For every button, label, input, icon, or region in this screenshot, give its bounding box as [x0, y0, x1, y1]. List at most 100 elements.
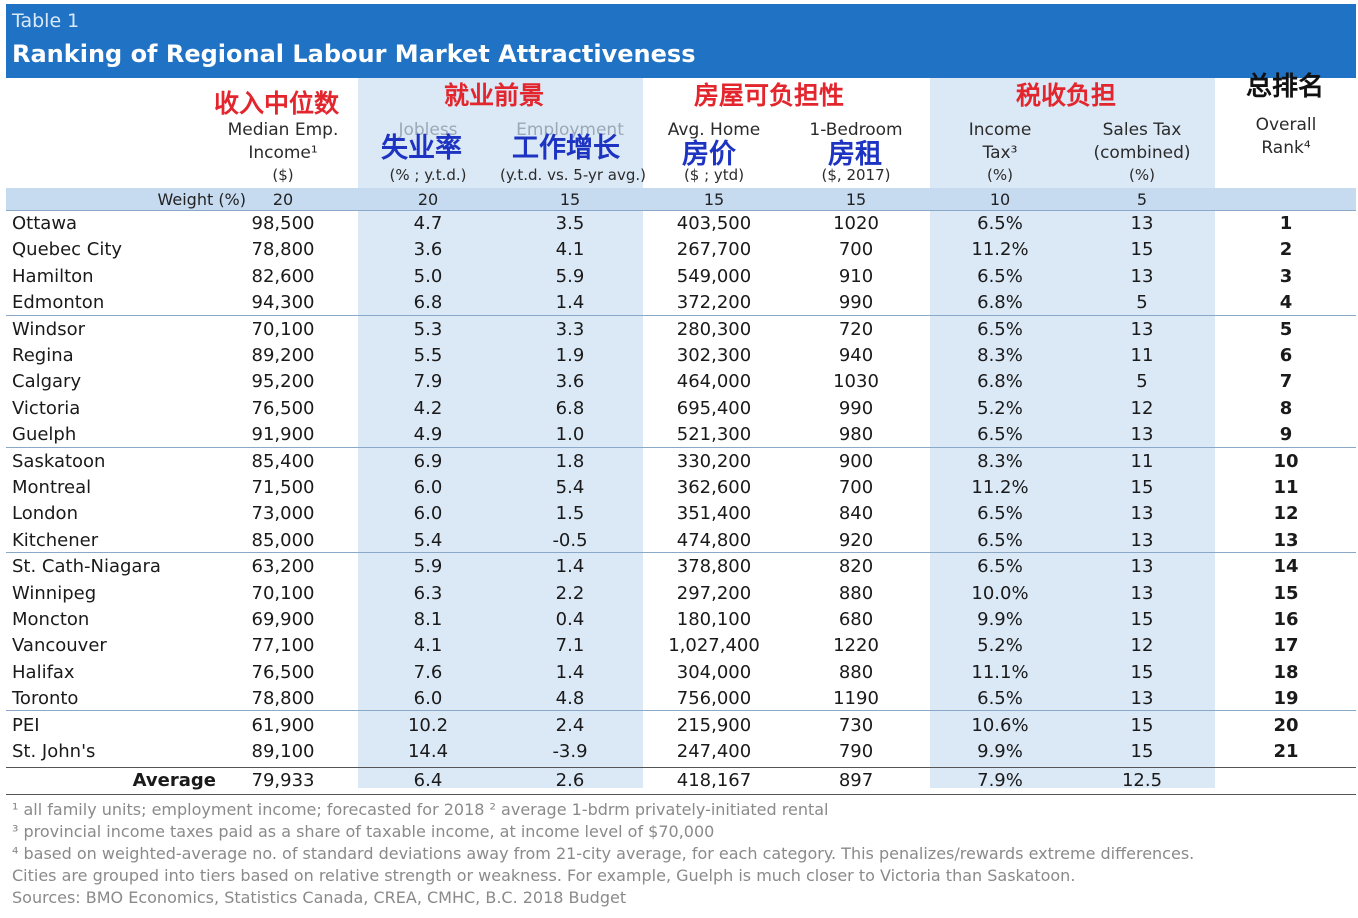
- city-name-cell: Quebec City: [12, 239, 123, 261]
- jobless-rate-cell: 4.2: [413, 397, 443, 419]
- median-income-cell: 98,500: [251, 213, 315, 234]
- income-tax-cell: 9.9%: [977, 609, 1023, 630]
- annotation-home-price: 房价: [682, 139, 736, 170]
- jobless-rate-cell: 6.0: [413, 477, 443, 498]
- city-name-cell: Toronto: [12, 688, 79, 710]
- income-tax-cell: 6.5%: [977, 213, 1023, 234]
- employment-growth-cell: 7.1: [555, 635, 585, 657]
- city-name-cell: Halifax: [12, 661, 75, 683]
- table-figure: Table 1 Ranking of Regional Labour Marke…: [6, 4, 1356, 916]
- home-price-cell: 464,000: [676, 371, 752, 393]
- rent-cell: 720: [838, 318, 874, 340]
- rent-cell: 820: [838, 556, 874, 578]
- header-rent-line1: 1-Bedroom: [809, 120, 903, 140]
- rent-cell: 700: [838, 477, 874, 498]
- header-income-line2: Income¹: [248, 143, 318, 163]
- table-title: Ranking of Regional Labour Market Attrac…: [12, 40, 696, 68]
- home-price-cell: 351,400: [676, 503, 752, 525]
- jobless-rate-cell: 7.9: [413, 371, 443, 393]
- overall-rank-cell: 11: [1273, 477, 1299, 498]
- home-price-cell: 756,000: [676, 688, 752, 710]
- table-row: Hamilton 82,600 5.0 5.9 549,000 910 6.5% 13 3: [6, 264, 1356, 290]
- header-income-tax-line2: Tax³: [982, 143, 1018, 163]
- city-name-cell: Victoria: [12, 397, 81, 419]
- employment-growth-cell: 1.4: [555, 661, 585, 683]
- employment-growth-cell: 0.4: [555, 609, 585, 630]
- rent-cell: 910: [838, 265, 874, 287]
- overall-rank-cell: 8: [1279, 397, 1293, 419]
- employment-growth-cell: 5.9: [555, 265, 585, 287]
- city-name-cell: Saskatoon: [12, 450, 106, 472]
- income-tax-cell: 5.2%: [977, 397, 1023, 419]
- jobless-rate-cell: 5.9: [413, 556, 443, 578]
- employment-growth-cell: 1.4: [555, 292, 585, 314]
- overall-rank-cell: 17: [1273, 635, 1299, 657]
- footnote-2: ³ provincial income taxes paid as a shar…: [12, 822, 715, 841]
- median-income-cell: 85,400: [251, 450, 315, 472]
- employment-growth-cell: 2.2: [555, 582, 585, 604]
- median-income-cell: 61,900: [251, 714, 315, 736]
- sales-tax-cell: 5: [1136, 371, 1148, 393]
- annotation-income: 收入中位数: [214, 89, 340, 118]
- table-row: PEI 61,900 10.2 2.4 215,900 730 10.6% 15 20: [6, 713, 1356, 739]
- weight-sales-tax: 5: [1136, 190, 1148, 209]
- overall-rank-cell: 14: [1273, 556, 1299, 578]
- table-row: St. John's 89,100 14.4 -3.9 247,400 790 9.9% 15…: [6, 739, 1356, 765]
- jobless-rate-cell: 14.4: [407, 741, 449, 762]
- median-income-cell: 70,100: [251, 582, 315, 604]
- overall-rank-cell: 13: [1273, 529, 1299, 551]
- city-name-cell: St. Cath-Niagara: [12, 556, 161, 578]
- city-name-cell: Guelph: [12, 424, 77, 446]
- home-price-cell: 215,900: [676, 714, 752, 736]
- city-name-cell: Regina: [12, 345, 74, 366]
- table-row: Vancouver 77,100 4.1 7.1 1,027,400 1220 5.2% 12…: [6, 633, 1356, 659]
- home-price-cell: 521,300: [676, 424, 752, 446]
- table-row: Moncton 69,900 8.1 0.4 180,100 680 9.9% 15 16: [6, 607, 1356, 633]
- employment-growth-cell: 4.8: [555, 688, 585, 710]
- rent-cell: 880: [838, 661, 874, 683]
- income-tax-cell: 6.5%: [977, 688, 1023, 710]
- sales-tax-cell: 13: [1130, 318, 1154, 340]
- average-income: 79,933: [251, 770, 315, 791]
- annotation-tax: 税收负担: [1016, 81, 1117, 110]
- average-jobless: 6.4: [413, 770, 443, 791]
- income-tax-cell: 6.5%: [977, 503, 1023, 525]
- sales-tax-cell: 13: [1130, 503, 1154, 525]
- income-tax-cell: 11.2%: [971, 239, 1029, 261]
- income-tax-cell: 11.1%: [971, 661, 1029, 683]
- median-income-cell: 94,300: [251, 292, 315, 314]
- city-name-cell: Montreal: [12, 477, 92, 498]
- median-income-cell: 89,200: [251, 345, 315, 366]
- annotation-job-growth: 工作增长: [512, 133, 620, 164]
- header-rent: 1-Bedroom: [796, 119, 916, 142]
- city-name-cell: Moncton: [12, 609, 90, 630]
- jobless-rate-cell: 10.2: [407, 714, 449, 736]
- header-overall-rank: Overall Rank⁴: [1226, 114, 1346, 160]
- overall-rank-cell: 10: [1273, 450, 1299, 472]
- annotation-overall: 总排名: [1246, 72, 1325, 102]
- rent-cell: 880: [838, 582, 874, 604]
- units-sales-tax: (%): [1129, 166, 1155, 184]
- employment-growth-cell: 1.9: [555, 345, 585, 366]
- home-price-cell: 304,000: [676, 661, 752, 683]
- rent-cell: 840: [838, 503, 874, 525]
- table-row: Edmonton 94,300 6.8 1.4 372,200 990 6.8% 5 4: [6, 290, 1356, 316]
- overall-rank-cell: 18: [1273, 661, 1299, 683]
- header-jobless: Jobless: [368, 119, 488, 142]
- income-tax-cell: 9.9%: [977, 741, 1023, 762]
- rent-cell: 790: [838, 741, 874, 762]
- median-income-cell: 76,500: [251, 661, 315, 683]
- average-income-tax: 7.9%: [977, 770, 1023, 791]
- rent-cell: 680: [838, 609, 874, 630]
- table-row: Regina 89,200 5.5 1.9 302,300 940 8.3% 11 6: [6, 343, 1356, 369]
- sales-tax-cell: 13: [1130, 556, 1154, 578]
- jobless-rate-cell: 5.5: [413, 345, 443, 366]
- home-price-cell: 362,600: [676, 477, 752, 498]
- income-tax-cell: 6.5%: [977, 265, 1023, 287]
- employment-growth-cell: 3.6: [555, 371, 585, 393]
- overall-rank-cell: 15: [1273, 582, 1299, 604]
- header-income-tax-line1: Income: [968, 120, 1032, 140]
- sales-tax-cell: 13: [1130, 582, 1154, 604]
- tier-divider: [6, 710, 1356, 711]
- table-row: Saskatoon 85,400 6.9 1.8 330,200 900 8.3% 11 10: [6, 449, 1356, 475]
